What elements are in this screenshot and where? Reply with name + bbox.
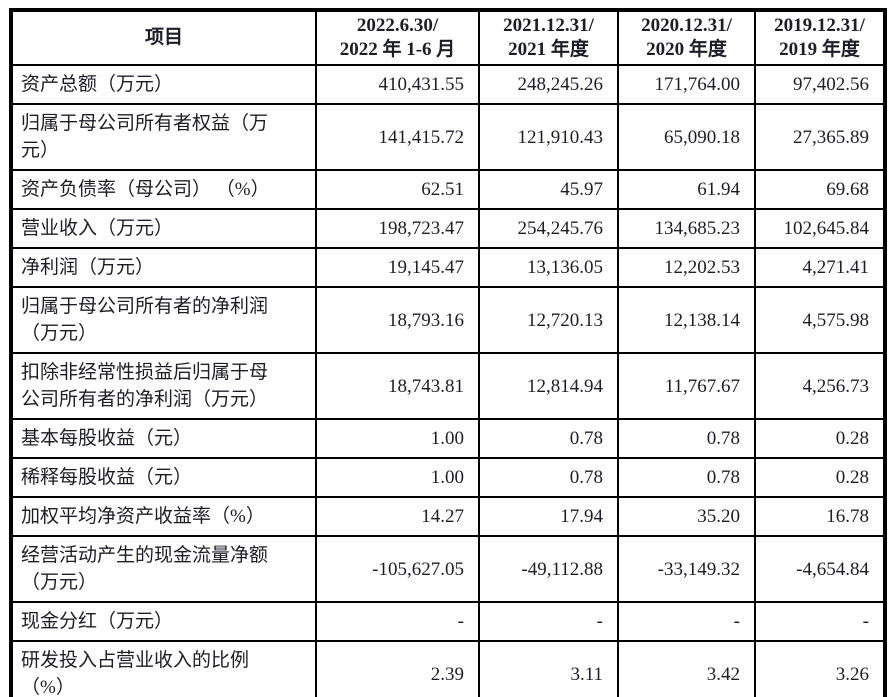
value-cell: 1.00 bbox=[315, 457, 480, 498]
value-cell: 4,575.98 bbox=[754, 286, 886, 354]
value-cell: 171,764.00 bbox=[617, 64, 756, 105]
row-label: 经营活动产生的现金流量净额（万元） bbox=[10, 535, 317, 603]
value-cell: -49,112.88 bbox=[478, 535, 619, 603]
header-cell-period-2022: 2022.6.30/ 2022 年 1-6 月 bbox=[315, 9, 480, 66]
header-cell-period-2020: 2020.12.31/ 2020 年度 bbox=[617, 9, 756, 66]
value-cell: 18,743.81 bbox=[315, 352, 480, 420]
value-cell: 410,431.55 bbox=[315, 64, 480, 105]
table-row-net-profit-excl-nonrecurring: 扣除非经常性损益后归属于母公司所有者的净利润（万元） 18,743.81 12,… bbox=[10, 352, 886, 420]
value-cell: 45.97 bbox=[478, 169, 619, 210]
value-cell: 17.94 bbox=[478, 496, 619, 537]
row-label: 现金分红（万元） bbox=[10, 601, 317, 642]
value-cell: 18,793.16 bbox=[315, 286, 480, 354]
row-label: 资产总额（万元） bbox=[10, 64, 317, 105]
value-cell: 27,365.89 bbox=[754, 103, 886, 171]
table-row-rd-revenue-ratio: 研发投入占营业收入的比例（%） 2.39 3.11 3.42 3.26 bbox=[10, 640, 886, 697]
header-cell-period-2021: 2021.12.31/ 2021 年度 bbox=[478, 9, 619, 66]
value-cell: 102,645.84 bbox=[754, 208, 886, 249]
row-label: 归属于母公司所有者的净利润（万元） bbox=[10, 286, 317, 354]
value-cell: 16.78 bbox=[754, 496, 886, 537]
value-cell: 141,415.72 bbox=[315, 103, 480, 171]
value-cell: 3.42 bbox=[617, 640, 756, 697]
value-cell: 11,767.67 bbox=[617, 352, 756, 420]
table-row-net-profit: 净利润（万元） 19,145.47 13,136.05 12,202.53 4,… bbox=[10, 247, 886, 288]
value-cell: 69.68 bbox=[754, 169, 886, 210]
value-cell: 12,202.53 bbox=[617, 247, 756, 288]
value-cell: 97,402.56 bbox=[754, 64, 886, 105]
value-cell: 2.39 bbox=[315, 640, 480, 697]
header-row: 项目 2022.6.30/ 2022 年 1-6 月 2021.12.31/ 2… bbox=[10, 9, 886, 66]
value-cell: 121,910.43 bbox=[478, 103, 619, 171]
header-period-line1: 2020.12.31/ bbox=[641, 15, 732, 36]
header-period-line2: 2021 年度 bbox=[508, 39, 589, 60]
row-label: 加权平均净资产收益率（%） bbox=[10, 496, 317, 537]
value-cell: 61.94 bbox=[617, 169, 756, 210]
value-cell: 134,685.23 bbox=[617, 208, 756, 249]
row-label: 扣除非经常性损益后归属于母公司所有者的净利润（万元） bbox=[10, 352, 317, 420]
row-label: 归属于母公司所有者权益（万元） bbox=[10, 103, 317, 171]
value-cell: 19,145.47 bbox=[315, 247, 480, 288]
value-cell: 12,138.14 bbox=[617, 286, 756, 354]
value-cell: 0.28 bbox=[754, 457, 886, 498]
value-cell: 3.11 bbox=[478, 640, 619, 697]
value-cell: 0.78 bbox=[478, 457, 619, 498]
value-cell: - bbox=[478, 601, 619, 642]
value-cell: 1.00 bbox=[315, 418, 480, 459]
value-cell: -33,149.32 bbox=[617, 535, 756, 603]
table-row-diluted-eps: 稀释每股收益（元） 1.00 0.78 0.78 0.28 bbox=[10, 457, 886, 498]
value-cell: 0.78 bbox=[617, 457, 756, 498]
row-label: 研发投入占营业收入的比例（%） bbox=[10, 640, 317, 697]
row-label: 资产负债率（母公司） （%） bbox=[10, 169, 317, 210]
header-cell-period-2019: 2019.12.31/ 2019 年度 bbox=[754, 9, 886, 66]
header-period-line2: 2022 年 1-6 月 bbox=[339, 39, 456, 60]
value-cell: -105,627.05 bbox=[315, 535, 480, 603]
value-cell: 254,245.76 bbox=[478, 208, 619, 249]
table-row-total-assets: 资产总额（万元） 410,431.55 248,245.26 171,764.0… bbox=[10, 64, 886, 105]
table-row-parent-equity: 归属于母公司所有者权益（万元） 141,415.72 121,910.43 65… bbox=[10, 103, 886, 171]
value-cell: 62.51 bbox=[315, 169, 480, 210]
table-body: 资产总额（万元） 410,431.55 248,245.26 171,764.0… bbox=[10, 64, 886, 697]
value-cell: 0.28 bbox=[754, 418, 886, 459]
value-cell: - bbox=[754, 601, 886, 642]
value-cell: - bbox=[617, 601, 756, 642]
row-label: 营业收入（万元） bbox=[10, 208, 317, 249]
table-row-cash-dividend: 现金分红（万元） - - - - bbox=[10, 601, 886, 642]
value-cell: 12,814.94 bbox=[478, 352, 619, 420]
value-cell: 3.26 bbox=[754, 640, 886, 697]
value-cell: 4,256.73 bbox=[754, 352, 886, 420]
header-period-line2: 2019 年度 bbox=[779, 39, 860, 60]
value-cell: -4,654.84 bbox=[754, 535, 886, 603]
value-cell: 0.78 bbox=[478, 418, 619, 459]
value-cell: 13,136.05 bbox=[478, 247, 619, 288]
table-row-operating-revenue: 营业收入（万元） 198,723.47 254,245.76 134,685.2… bbox=[10, 208, 886, 249]
value-cell: 4,271.41 bbox=[754, 247, 886, 288]
value-cell: - bbox=[315, 601, 480, 642]
header-period-line1: 2021.12.31/ bbox=[503, 15, 594, 36]
header-period-line1: 2022.6.30/ bbox=[356, 15, 439, 36]
row-label: 稀释每股收益（元） bbox=[10, 457, 317, 498]
table-row-weighted-avg-roe: 加权平均净资产收益率（%） 14.27 17.94 35.20 16.78 bbox=[10, 496, 886, 537]
value-cell: 12,720.13 bbox=[478, 286, 619, 354]
header-cell-item: 项目 bbox=[10, 9, 317, 66]
table-row-debt-ratio: 资产负债率（母公司） （%） 62.51 45.97 61.94 69.68 bbox=[10, 169, 886, 210]
row-label: 净利润（万元） bbox=[10, 247, 317, 288]
row-label: 基本每股收益（元） bbox=[10, 418, 317, 459]
value-cell: 65,090.18 bbox=[617, 103, 756, 171]
table-row-operating-cash-flow: 经营活动产生的现金流量净额（万元） -105,627.05 -49,112.88… bbox=[10, 535, 886, 603]
value-cell: 198,723.47 bbox=[315, 208, 480, 249]
value-cell: 0.78 bbox=[617, 418, 756, 459]
value-cell: 14.27 bbox=[315, 496, 480, 537]
value-cell: 35.20 bbox=[617, 496, 756, 537]
financial-summary-table: 项目 2022.6.30/ 2022 年 1-6 月 2021.12.31/ 2… bbox=[9, 8, 887, 697]
table-row-parent-net-profit: 归属于母公司所有者的净利润（万元） 18,793.16 12,720.13 12… bbox=[10, 286, 886, 354]
table-row-basic-eps: 基本每股收益（元） 1.00 0.78 0.78 0.28 bbox=[10, 418, 886, 459]
value-cell: 248,245.26 bbox=[478, 64, 619, 105]
header-period-line1: 2019.12.31/ bbox=[774, 15, 865, 36]
header-period-line2: 2020 年度 bbox=[646, 39, 727, 60]
